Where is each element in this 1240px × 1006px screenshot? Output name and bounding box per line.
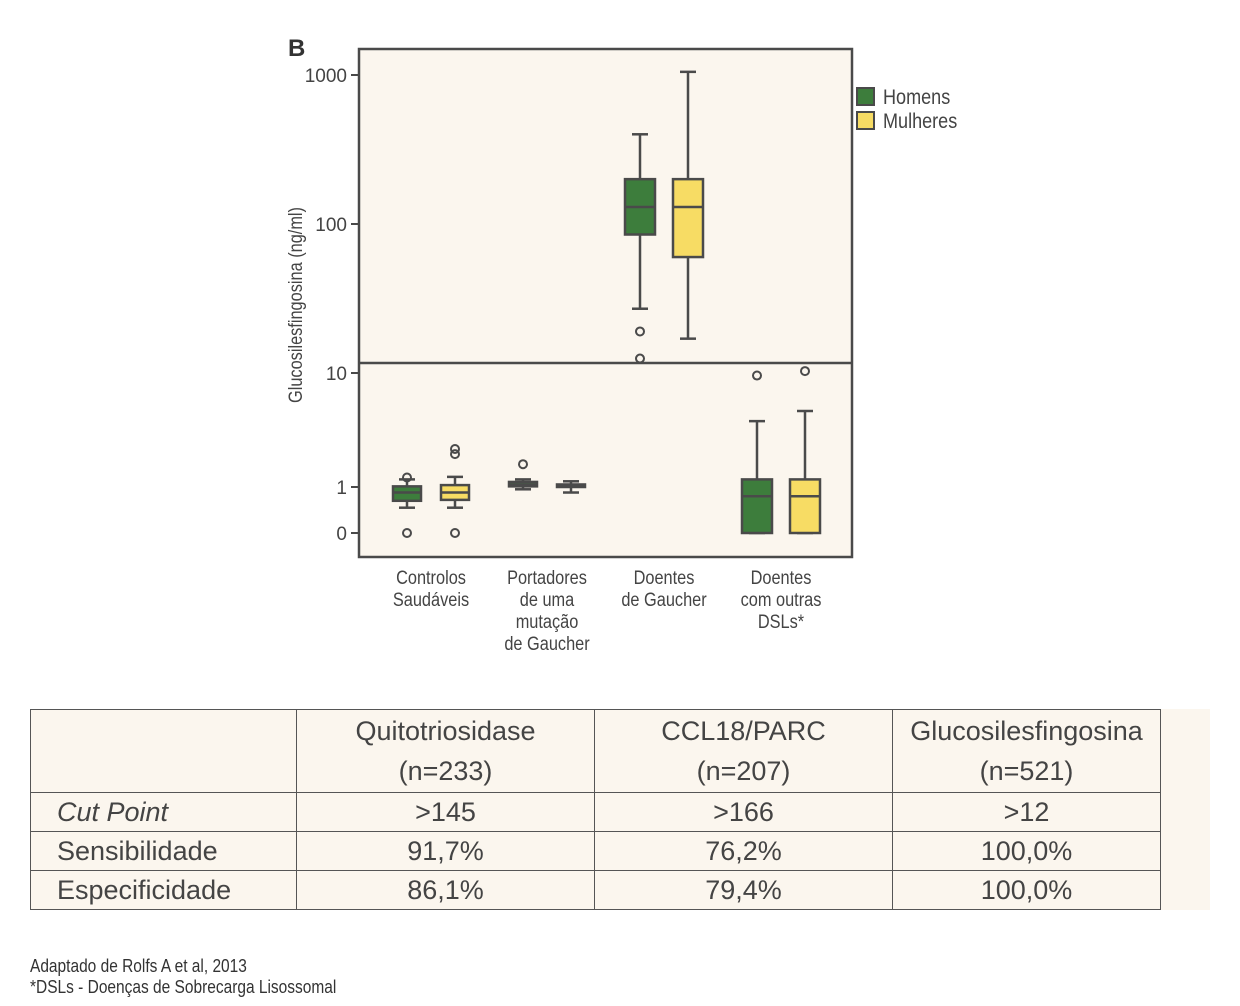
table-row-cut-point: Cut Point >145 >166 >12	[30, 792, 1210, 832]
header-count: (n=521)	[979, 756, 1074, 786]
table-header-ccl18: CCL18/PARC (n=207)	[594, 709, 893, 793]
box-mulheres-1	[555, 480, 587, 494]
x-category-line: mutação	[516, 611, 579, 632]
outlier-point	[450, 528, 460, 538]
header-count: (n=233)	[398, 756, 493, 786]
x-category-line: de Gaucher	[621, 589, 706, 610]
y-tick-label: 1000	[305, 66, 347, 87]
legend-label: Homens	[883, 86, 950, 110]
outlier-point	[635, 326, 645, 337]
y-tick-label: 10	[326, 364, 347, 385]
table-header-empty	[30, 709, 297, 793]
box-homens-1	[507, 459, 539, 491]
header-name: Quitotriosidase	[355, 716, 536, 746]
outlier-point	[450, 444, 460, 454]
table-row-especificidade: Especificidade 86,1% 79,4% 100,0%	[30, 870, 1210, 910]
outlier-point	[800, 366, 810, 377]
box-mulheres-2	[671, 70, 705, 340]
box-homens-0	[391, 472, 423, 538]
row-label: Sensibilidade	[30, 831, 297, 871]
table-cell: 100,0%	[892, 870, 1161, 910]
table-cell: >145	[296, 792, 595, 832]
table-cell: >12	[892, 792, 1161, 832]
comparison-table: Quitotriosidase (n=233) CCL18/PARC (n=20…	[30, 709, 1210, 910]
x-category-line: DSLs*	[758, 611, 804, 632]
x-category-line: Doentes	[751, 567, 812, 588]
box-iqr	[671, 177, 705, 259]
table-cell: 79,4%	[594, 870, 893, 910]
box-iqr	[740, 478, 774, 535]
table-row-sensibilidade: Sensibilidade 91,7% 76,2% 100,0%	[30, 831, 1210, 871]
table-cell: 100,0%	[892, 831, 1161, 871]
row-label: Especificidade	[30, 870, 297, 910]
legend-entry-homens: Homens	[856, 86, 950, 110]
x-category-line: Saudáveis	[393, 589, 469, 610]
y-axis-label: Glucosilesfingosina (ng/ml)	[285, 207, 306, 403]
x-category-line: de uma	[520, 589, 575, 610]
header-name: CCL18/PARC	[661, 716, 826, 746]
row-label: Cut Point	[30, 792, 297, 832]
table-header-glucosilesfingosina: Glucosilesfingosina (n=521)	[892, 709, 1161, 793]
box-iqr	[788, 478, 822, 535]
outlier-point	[635, 353, 645, 364]
outlier-point	[450, 449, 460, 460]
plot-area	[357, 47, 854, 559]
panel-label: B	[288, 35, 305, 62]
outlier-point	[402, 472, 412, 483]
box-homens-3	[740, 370, 774, 535]
outlier-point	[518, 459, 528, 470]
y-tick-label: 1	[336, 478, 347, 499]
table-cell: >166	[594, 792, 893, 832]
x-category-line: com outras	[741, 589, 822, 610]
abbreviation-footnote: *DSLs - Doenças de Sobrecarga Lisossomal	[30, 977, 337, 997]
y-tick-label: 100	[315, 215, 347, 236]
legend-swatch	[856, 87, 875, 106]
legend-label: Mulheres	[883, 110, 957, 134]
table-header-row: Quitotriosidase (n=233) CCL18/PARC (n=20…	[30, 709, 1210, 793]
outlier-point	[752, 370, 762, 381]
outlier-point	[402, 528, 412, 538]
table-cell: 91,7%	[296, 831, 595, 871]
table-cell: 86,1%	[296, 870, 595, 910]
table-header-quitotriosidase: Quitotriosidase (n=233)	[296, 709, 595, 793]
x-category-line: Portadores	[507, 567, 587, 588]
box-mulheres-3	[788, 366, 822, 535]
source-footnote: Adaptado de Rolfs A et al, 2013	[30, 956, 247, 976]
x-category-line: Doentes	[634, 567, 695, 588]
box-mulheres-0	[439, 444, 471, 538]
x-category-line: Controlos	[396, 567, 466, 588]
legend-swatch	[856, 111, 875, 130]
header-count: (n=207)	[696, 756, 791, 786]
legend-entry-mulheres: Mulheres	[856, 110, 957, 134]
y-tick-label: 0	[336, 524, 347, 545]
box-homens-2	[623, 133, 657, 364]
table-cell: 76,2%	[594, 831, 893, 871]
header-name: Glucosilesfingosina	[910, 716, 1143, 746]
x-category-line: de Gaucher	[504, 633, 589, 654]
